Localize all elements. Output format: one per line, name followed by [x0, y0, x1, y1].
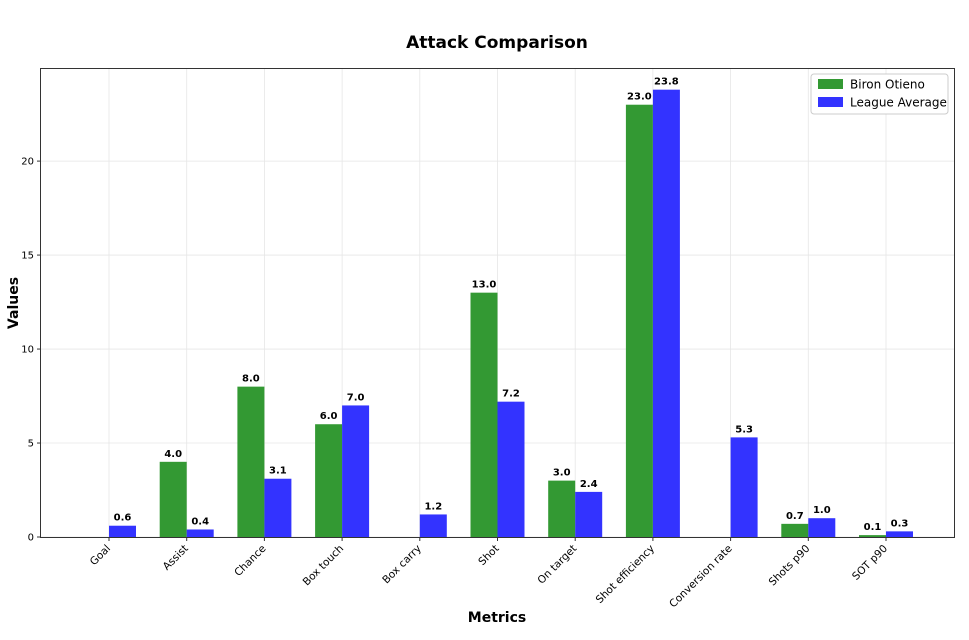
bar-biron-otieno-shot-efficiency: [625, 104, 653, 537]
bars: [109, 89, 913, 538]
x-tick-label-assist: Assist: [161, 543, 191, 573]
bar-league-average-shots-p90: [808, 518, 836, 537]
y-axis-ticks: 0 5 10 15 20: [21, 157, 41, 544]
x-tick-label-shot-efficiency: Shot efficiency: [594, 543, 657, 606]
x-axis-ticks: Goal Assist Chance Box touch Box carry Shot On…: [88, 537, 890, 610]
bar-label-biron-otieno-shot-efficiency: 23.0: [627, 92, 652, 103]
x-tick-label-chance: Chance: [232, 543, 268, 579]
bar-label-league-average-box-touch: 7.0: [347, 392, 365, 403]
bar-label-league-average-shots-p90: 1.0: [813, 505, 831, 516]
bar-label-league-average-sot-p90: 0.3: [891, 518, 909, 529]
x-tick-label-shot: Shot: [476, 543, 501, 568]
bar-league-average-shot: [497, 401, 525, 537]
x-tick-label-box-touch: Box touch: [301, 543, 347, 589]
y-tick-label: 15: [21, 251, 34, 262]
bar-label-biron-otieno-assist: 4.0: [164, 449, 182, 460]
legend-label-biron-otieno: Biron Otieno: [850, 78, 925, 92]
bar-label-league-average-goal: 0.6: [114, 513, 132, 524]
x-tick-label-shots-p90: Shots p90: [767, 543, 813, 589]
bar-label-league-average-shot-efficiency: 23.8: [654, 77, 679, 88]
bar-league-average-box-touch: [342, 405, 370, 537]
bar-label-league-average-chance: 3.1: [269, 466, 287, 477]
bar-biron-otieno-shot: [470, 292, 498, 537]
bar-biron-otieno-shots-p90: [781, 523, 809, 537]
bar-biron-otieno-sot-p90: [859, 535, 886, 537]
x-tick-label-conversion-rate: Conversion rate: [667, 543, 735, 611]
bar-label-biron-otieno-shot: 13.0: [472, 280, 497, 291]
bar-label-biron-otieno-on-target: 3.0: [553, 468, 571, 479]
legend-label-league-average: League Average: [850, 96, 947, 110]
y-tick-label: 0: [28, 533, 34, 544]
bar-label-biron-otieno-shots-p90: 0.7: [786, 511, 804, 522]
legend: Biron Otieno League Average: [810, 73, 949, 115]
legend-swatch-league-average: [818, 97, 843, 107]
bar-label-league-average-on-target: 2.4: [580, 479, 598, 490]
x-tick-label-goal: Goal: [88, 543, 113, 568]
bar-league-average-on-target: [575, 491, 603, 537]
bar-league-average-box-carry: [419, 514, 447, 537]
bar-league-average-sot-p90: [886, 531, 913, 537]
x-axis-label: Metrics: [468, 610, 526, 626]
bar-league-average-goal: [109, 525, 136, 537]
x-tick-label-sot-p90: SOT p90: [850, 543, 890, 583]
y-axis-label: Values: [6, 277, 22, 329]
bar-label-league-average-box-carry: 1.2: [424, 501, 442, 512]
bar-label-biron-otieno-box-touch: 6.0: [320, 411, 338, 422]
bar-label-biron-otieno-chance: 8.0: [242, 374, 260, 385]
y-tick-label: 10: [21, 345, 34, 356]
bar-league-average-shot-efficiency: [652, 89, 680, 538]
bar-biron-otieno-box-touch: [315, 424, 343, 537]
x-tick-label-box-carry: Box carry: [380, 543, 424, 587]
bar-biron-otieno-assist: [159, 461, 187, 537]
legend-box: [810, 73, 949, 115]
bar-league-average-chance: [264, 478, 292, 537]
y-tick-label: 20: [21, 157, 34, 168]
x-tick-label-on-target: On target: [535, 543, 579, 587]
bar-labels: 4.0 8.0 6.0 13.0 3.0 23.0 0.7 0.1 0.6 0.4 3.1 7.0 1.…: [114, 77, 909, 533]
bar-league-average-assist: [186, 529, 214, 537]
chart-title: Attack Comparison: [406, 33, 588, 53]
bar-label-league-average-shot: 7.2: [502, 389, 520, 400]
bar-biron-otieno-chance: [237, 386, 265, 537]
y-tick-label: 5: [28, 439, 34, 450]
bar-league-average-conversion-rate: [730, 437, 758, 537]
bar-label-league-average-assist: 0.4: [191, 516, 209, 527]
bar-label-biron-otieno-sot-p90: 0.1: [864, 522, 882, 533]
bar-label-league-average-conversion-rate: 5.3: [735, 424, 753, 435]
legend-swatch-biron-otieno: [818, 79, 843, 89]
bar-biron-otieno-on-target: [548, 480, 576, 537]
